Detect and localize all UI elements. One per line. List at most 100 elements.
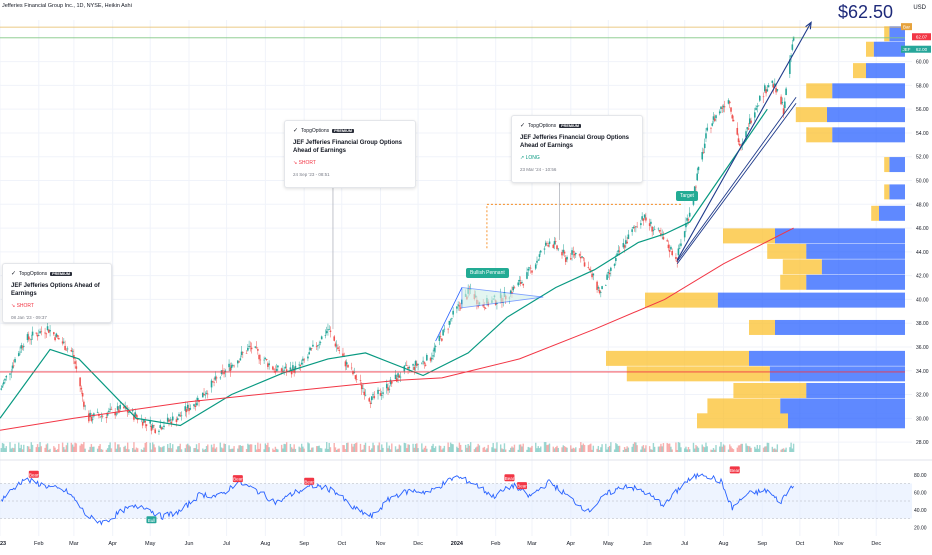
- candle-body: [772, 84, 775, 88]
- volume-bar: [535, 442, 537, 452]
- candle-body: [239, 358, 242, 361]
- candle-body: [58, 338, 60, 340]
- candle-body: [338, 349, 341, 351]
- volume-bar: [342, 444, 344, 452]
- candle-body: [101, 415, 104, 417]
- volume-bar: [162, 446, 164, 452]
- volume-bar: [648, 446, 651, 452]
- divergence-label-bg: [28, 470, 39, 478]
- volume-bar: [233, 446, 235, 452]
- candle-body: [666, 240, 668, 242]
- candle-body: [705, 133, 707, 139]
- candle-body: [728, 101, 731, 104]
- volume-bar: [283, 443, 285, 452]
- volume-bar: [503, 443, 506, 452]
- volume-profile-bar: [806, 243, 905, 259]
- candle-body: [382, 392, 384, 394]
- volume-bar: [468, 445, 471, 452]
- x-tick-label: Apr: [108, 541, 117, 547]
- volume-bar: [145, 442, 148, 452]
- y-tick-label: 36.00: [916, 345, 929, 351]
- candle-body: [93, 413, 95, 417]
- candle-body: [81, 392, 84, 397]
- volume-bar: [56, 449, 59, 452]
- candle-body: [329, 330, 332, 332]
- volume-bar: [35, 447, 38, 452]
- volume-bar: [30, 442, 32, 452]
- idea-direction: ↘ SHORT: [293, 160, 316, 166]
- volume-bar: [518, 444, 521, 452]
- volume-bar: [588, 444, 591, 452]
- candle-body: [433, 347, 436, 352]
- volume-bar: [631, 446, 633, 452]
- idea-card[interactable]: ✓ TopgOptions PREMIUM JEF Jefferies Option…: [2, 263, 112, 323]
- volume-bar: [499, 444, 502, 452]
- volume-bar: [363, 444, 365, 452]
- volume-bar: [616, 444, 618, 452]
- price-axis-label: Bar: [903, 24, 911, 29]
- volume-bar: [302, 446, 304, 452]
- volume-bar: [44, 447, 46, 452]
- candle-body: [457, 304, 459, 306]
- candle-body: [363, 391, 366, 396]
- volume-bar: [494, 448, 497, 452]
- x-tick-label: Nov: [376, 541, 386, 547]
- volume-bar: [486, 448, 488, 452]
- idea-card[interactable]: ✓ TopgOptions PREMIUM JEF Jefferies Financ…: [284, 120, 416, 188]
- volume-bar: [741, 443, 743, 452]
- candle-body: [342, 353, 344, 357]
- volume-profile-bar: [749, 319, 775, 335]
- candle-body: [660, 233, 662, 236]
- ema-fast-line: [0, 108, 768, 427]
- volume-bar: [565, 447, 567, 452]
- candle-body: [721, 107, 724, 109]
- candle-body: [84, 405, 86, 407]
- candle-body: [737, 138, 740, 143]
- volume-bar: [124, 445, 126, 452]
- volume-bar: [356, 442, 358, 452]
- volume-bar: [328, 442, 330, 452]
- candle-body: [264, 358, 267, 359]
- candle-body: [268, 363, 270, 366]
- volume-bar: [592, 445, 595, 452]
- candle-body: [547, 245, 550, 247]
- volume-bar: [71, 444, 74, 452]
- volume-bar: [397, 448, 399, 452]
- volume-bar: [457, 448, 459, 452]
- volume-bar: [398, 444, 401, 452]
- volume-profile-bar: [821, 259, 905, 275]
- candle-body: [521, 282, 523, 284]
- volume-bar: [557, 447, 559, 452]
- volume-bar: [118, 444, 120, 452]
- candle-body: [154, 429, 157, 434]
- idea-card[interactable]: ✓ TopgOptions PREMIUM JEF Jefferies Financ…: [511, 115, 643, 183]
- volume-bar: [791, 448, 794, 452]
- volume-bar: [40, 446, 43, 452]
- volume-profile-bar: [782, 259, 822, 275]
- volume-bar: [333, 443, 335, 452]
- volume-bar: [754, 446, 756, 452]
- volume-bar: [651, 449, 653, 452]
- volume-bar: [79, 445, 81, 452]
- volume-bar: [449, 442, 452, 452]
- candle-body: [141, 422, 144, 426]
- candle-body: [412, 364, 414, 366]
- volume-bar: [543, 442, 546, 452]
- candle-body: [429, 357, 432, 361]
- pennant-pole-line: [435, 287, 463, 342]
- volume-bar: [289, 443, 292, 452]
- volume-bar: [110, 448, 113, 452]
- volume-bar: [272, 448, 274, 452]
- y-tick-label: 60.00: [916, 60, 929, 66]
- candle-body: [680, 243, 682, 246]
- candle-body: [554, 241, 557, 243]
- volume-bar: [66, 442, 69, 452]
- candle-body: [747, 128, 750, 130]
- volume-bar: [513, 444, 516, 452]
- volume-profile-bar: [707, 398, 781, 414]
- volume-bar: [26, 446, 29, 452]
- volume-bar: [776, 444, 779, 452]
- candle-body: [355, 379, 358, 380]
- candle-body: [459, 307, 462, 309]
- price-axis-label: 62.00: [916, 47, 928, 52]
